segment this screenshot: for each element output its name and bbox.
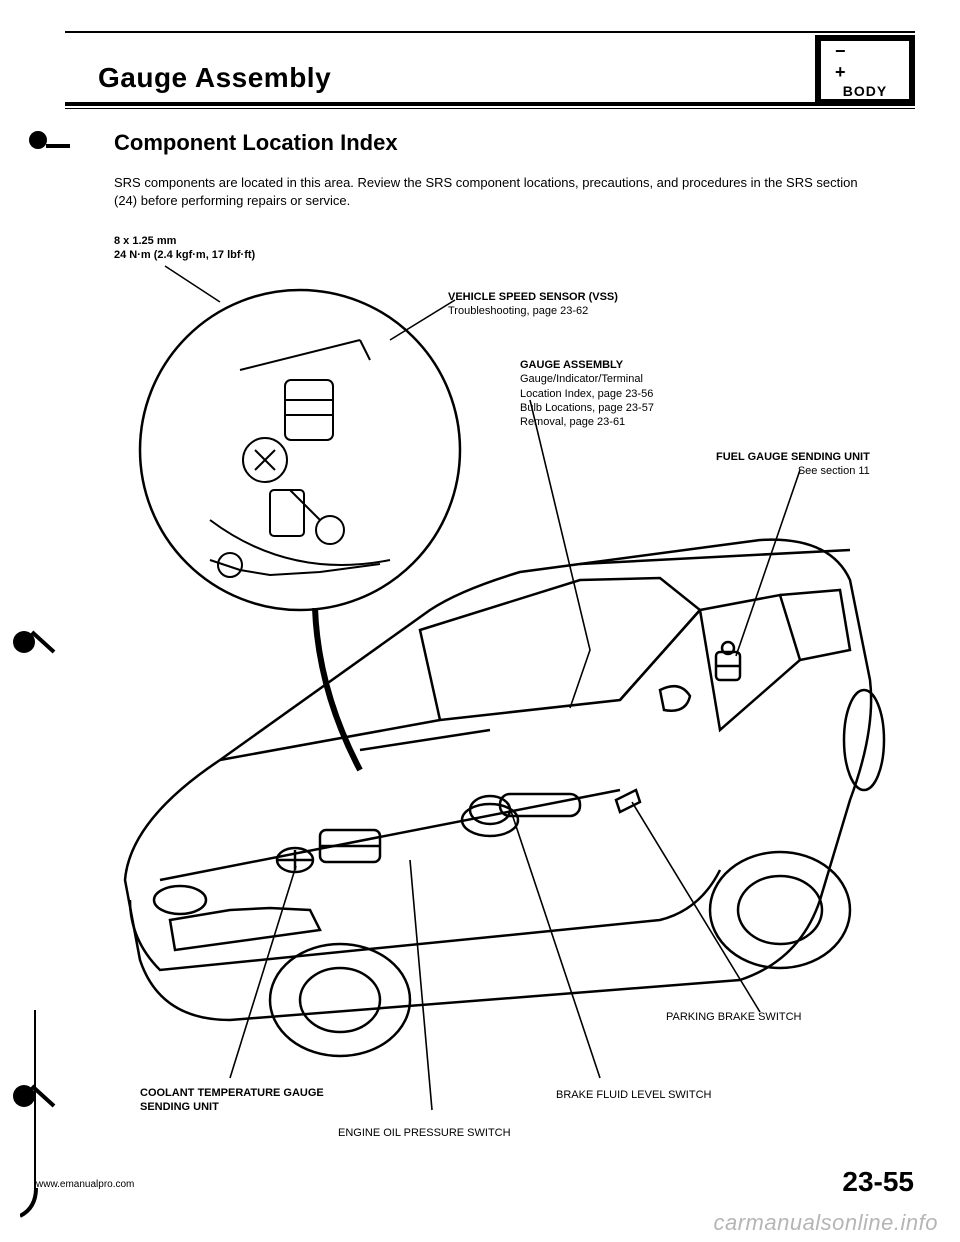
- top-rule: [65, 31, 915, 33]
- polarity-label: − +: [835, 41, 909, 83]
- callout-gauge-l2: Location Index, page 23-56: [520, 387, 654, 401]
- callout-gauge-l4: Removal, page 23-61: [520, 415, 654, 429]
- footer-url: www.emanualpro.com: [36, 1179, 134, 1190]
- title-rule-thick: [65, 102, 915, 106]
- margin-icon-mid: [12, 628, 56, 656]
- callout-gauge-l1: Gauge/Indicator/Terminal: [520, 372, 654, 386]
- vehicle-diagram: [60, 260, 920, 1120]
- callout-fuel-sub: See section 11: [716, 464, 870, 478]
- callout-fuel: FUEL GAUGE SENDING UNIT See section 11: [716, 450, 870, 479]
- callout-coolant-sub: SENDING UNIT: [140, 1100, 324, 1114]
- callout-vss: VEHICLE SPEED SENSOR (VSS) Troubleshooti…: [448, 290, 618, 319]
- callout-gauge: GAUGE ASSEMBLY Gauge/Indicator/Terminal …: [520, 358, 654, 429]
- callout-gauge-l3: Bulb Locations, page 23-57: [520, 401, 654, 415]
- binding-curve: [20, 1188, 50, 1218]
- page-title: Gauge Assembly: [98, 62, 331, 94]
- callout-vss-sub: Troubleshooting, page 23-62: [448, 304, 618, 318]
- title-rule-thin: [65, 108, 915, 109]
- callout-parking: PARKING BRAKE SWITCH: [666, 1010, 801, 1024]
- torque-spec: 8 x 1.25 mm 24 N·m (2.4 kgf·m, 17 lbf·ft…: [114, 234, 255, 263]
- callout-vss-title: VEHICLE SPEED SENSOR (VSS): [448, 290, 618, 304]
- page-number: 23-55: [842, 1166, 914, 1198]
- bullet-icon: [28, 128, 72, 152]
- callout-brake: BRAKE FLUID LEVEL SWITCH: [556, 1088, 711, 1102]
- callout-gauge-title: GAUGE ASSEMBLY: [520, 358, 654, 372]
- callout-coolant-title: COOLANT TEMPERATURE GAUGE: [140, 1086, 324, 1100]
- body-label: BODY: [843, 83, 887, 99]
- binding-edge: [34, 1010, 36, 1200]
- callout-coolant: COOLANT TEMPERATURE GAUGE SENDING UNIT: [140, 1086, 324, 1115]
- body-section-icon: − + BODY: [815, 35, 915, 105]
- section-subtitle: Component Location Index: [114, 130, 398, 156]
- intro-paragraph: SRS components are located in this area.…: [114, 174, 884, 209]
- watermark: carmanualsonline.info: [713, 1210, 938, 1236]
- torque-line-1: 8 x 1.25 mm: [114, 234, 255, 248]
- callout-oil: ENGINE OIL PRESSURE SWITCH: [338, 1126, 511, 1140]
- manual-page: − + BODY Gauge Assembly Component Locati…: [0, 0, 960, 1242]
- callout-fuel-title: FUEL GAUGE SENDING UNIT: [716, 450, 870, 464]
